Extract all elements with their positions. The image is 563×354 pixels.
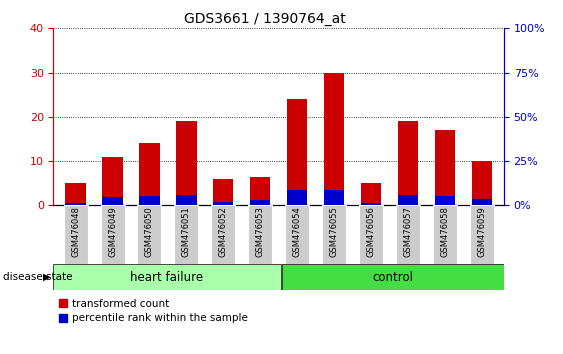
- Bar: [397, 121, 418, 205]
- Bar: [250, 200, 270, 205]
- Bar: [176, 195, 196, 205]
- Bar: [65, 183, 86, 205]
- Bar: [470, 205, 494, 264]
- Bar: [435, 130, 455, 205]
- Bar: [324, 73, 344, 205]
- Bar: [324, 190, 344, 205]
- Bar: [322, 205, 346, 264]
- Bar: [213, 179, 234, 205]
- Bar: [397, 195, 418, 205]
- Bar: [248, 205, 272, 264]
- Bar: [65, 202, 86, 205]
- Bar: [213, 202, 234, 205]
- Bar: [361, 183, 381, 205]
- Bar: [361, 202, 381, 205]
- Bar: [285, 205, 309, 264]
- Bar: [139, 195, 160, 205]
- Text: GSM476058: GSM476058: [440, 206, 449, 257]
- Text: control: control: [372, 270, 413, 284]
- Bar: [287, 190, 307, 205]
- Text: GSM476052: GSM476052: [219, 206, 228, 257]
- Text: GSM476059: GSM476059: [477, 206, 486, 257]
- Bar: [64, 205, 88, 264]
- Text: GDS3661 / 1390764_at: GDS3661 / 1390764_at: [184, 12, 346, 27]
- Text: GSM476053: GSM476053: [256, 206, 265, 257]
- Text: GSM476057: GSM476057: [404, 206, 413, 257]
- Legend: transformed count, percentile rank within the sample: transformed count, percentile rank withi…: [59, 299, 248, 323]
- Bar: [211, 205, 235, 264]
- Text: GSM476056: GSM476056: [367, 206, 376, 257]
- Text: disease state: disease state: [3, 272, 72, 282]
- Bar: [102, 198, 123, 205]
- Bar: [287, 99, 307, 205]
- Bar: [433, 205, 457, 264]
- Bar: [102, 156, 123, 205]
- Text: GSM476048: GSM476048: [71, 206, 80, 257]
- Bar: [396, 205, 420, 264]
- Text: GSM476049: GSM476049: [108, 206, 117, 257]
- Text: GSM476051: GSM476051: [182, 206, 191, 257]
- Text: GSM476054: GSM476054: [293, 206, 302, 257]
- Bar: [472, 161, 492, 205]
- Bar: [176, 121, 196, 205]
- Bar: [137, 205, 162, 264]
- Text: GSM476055: GSM476055: [329, 206, 338, 257]
- Bar: [359, 205, 383, 264]
- Bar: [472, 199, 492, 205]
- Bar: [175, 205, 198, 264]
- Bar: [101, 205, 124, 264]
- Text: ▶: ▶: [43, 272, 51, 282]
- Bar: [53, 264, 280, 290]
- Bar: [250, 177, 270, 205]
- Text: GSM476050: GSM476050: [145, 206, 154, 257]
- Bar: [282, 264, 504, 290]
- Bar: [435, 196, 455, 205]
- Text: heart failure: heart failure: [131, 270, 204, 284]
- Bar: [139, 143, 160, 205]
